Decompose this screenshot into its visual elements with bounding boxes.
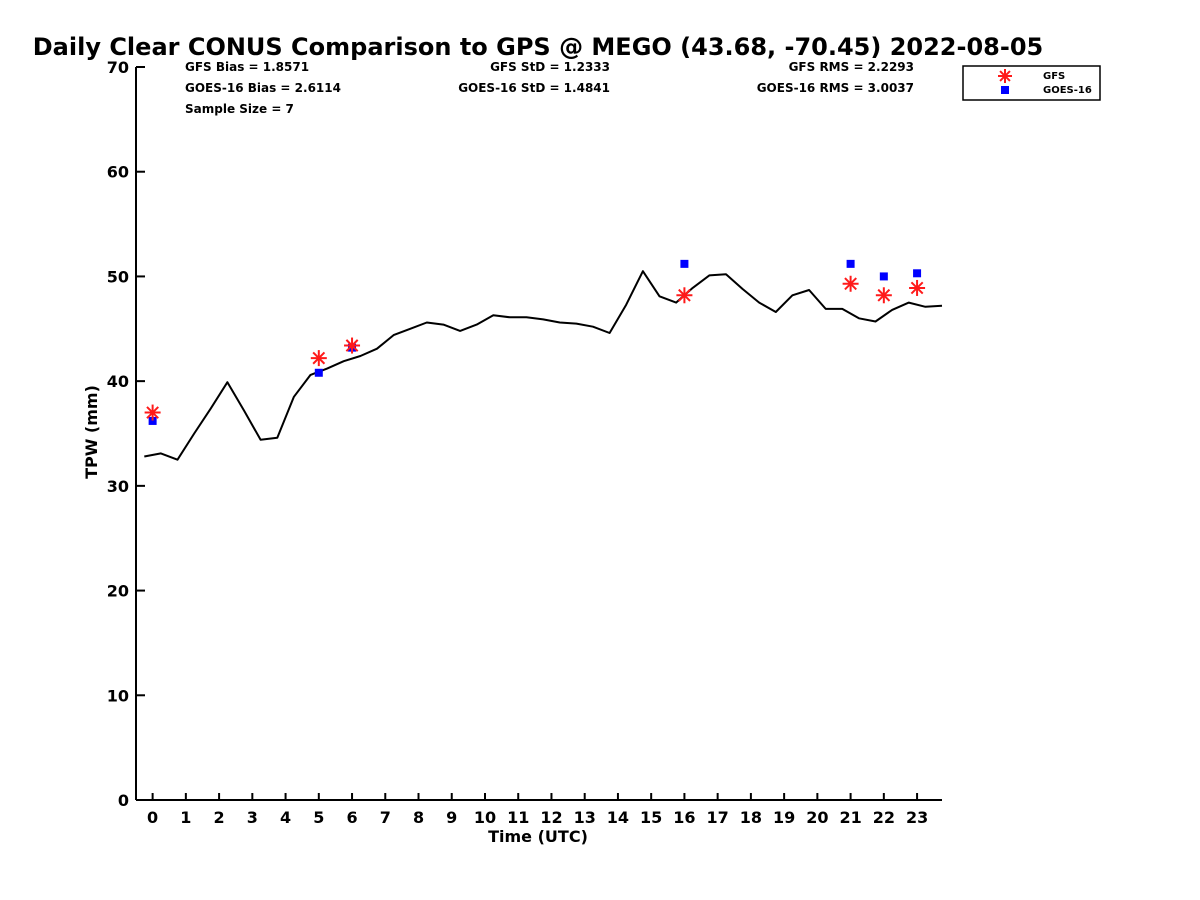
x-tick-label: 8 (413, 808, 424, 827)
gfs-std-text: GFS StD = 1.2333 (490, 60, 610, 74)
gfs-bias-text: GFS Bias = 1.8571 (185, 60, 309, 74)
y-tick-label: 30 (107, 477, 129, 496)
x-tick-label: 13 (574, 808, 596, 827)
x-axis-ticks: 0 1 2 3 4 5 6 7 8 9 10 11 12 13 14 15 16 17 18 19 20 21 22 23 (147, 793, 928, 827)
goes-bias-text: GOES-16 Bias = 2.6114 (185, 81, 341, 95)
x-tick-label: 4 (280, 808, 291, 827)
x-tick-label: 10 (474, 808, 496, 827)
x-tick-label: 15 (640, 808, 662, 827)
x-tick-label: 6 (346, 808, 357, 827)
goes16-point (879, 272, 888, 281)
goes16-point (148, 416, 157, 425)
x-tick-label: 18 (740, 808, 762, 827)
y-tick-label: 70 (107, 58, 129, 77)
gfs-point (875, 287, 892, 304)
x-tick-label: 23 (906, 808, 928, 827)
goes16-point (913, 269, 922, 278)
sample-size-text: Sample Size = 7 (185, 102, 294, 116)
goes-rms-text: GOES-16 RMS = 3.0037 (757, 81, 914, 95)
x-tick-label: 14 (607, 808, 629, 827)
x-axis-label: Time (UTC) (488, 827, 588, 846)
gfs-rms-text: GFS RMS = 2.2293 (789, 60, 914, 74)
gfs-point (909, 279, 926, 296)
x-tick-label: 1 (180, 808, 191, 827)
x-tick-label: 11 (507, 808, 529, 827)
gfs-series (144, 275, 926, 421)
x-tick-label: 5 (313, 808, 324, 827)
y-axis-ticks: 0 10 20 30 40 50 60 70 (107, 58, 145, 810)
gfs-point (144, 404, 161, 421)
legend: GFS GOES-16 (962, 65, 1101, 101)
legend-box (962, 65, 1101, 101)
legend-goes16-marker (1001, 86, 1009, 94)
x-tick-label: 22 (873, 808, 895, 827)
stats-panel: GFS Bias = 1.8571 GOES-16 Bias = 2.6114 … (185, 60, 914, 116)
y-tick-label: 10 (107, 686, 129, 705)
gps-series (144, 270, 943, 461)
x-tick-label: 20 (806, 808, 828, 827)
x-tick-label: 19 (773, 808, 795, 827)
x-tick-label: 2 (214, 808, 225, 827)
x-tick-label: 17 (707, 808, 729, 827)
legend-gfs-asterisk (998, 69, 1012, 83)
plot-axes (135, 67, 942, 801)
y-tick-label: 50 (107, 267, 129, 286)
x-tick-label: 3 (247, 808, 258, 827)
goes16-point (846, 259, 855, 268)
x-tick-label: 0 (147, 808, 158, 827)
gfs-point (344, 337, 361, 354)
x-tick-label: 21 (839, 808, 861, 827)
goes16-point (314, 368, 323, 377)
x-tick-label: 9 (446, 808, 457, 827)
legend-goes16-label: GOES-16 (1043, 85, 1092, 96)
y-tick-label: 0 (118, 791, 129, 810)
goes16-point (680, 259, 689, 268)
goes-std-text: GOES-16 StD = 1.4841 (458, 81, 610, 95)
legend-gfs-marker (998, 69, 1012, 83)
y-tick-label: 40 (107, 372, 129, 391)
chart-title: Daily Clear CONUS Comparison to GPS @ ME… (33, 33, 1043, 61)
gfs-point (310, 350, 327, 367)
gps-line (144, 270, 943, 461)
y-axis-label: TPW (mm) (82, 385, 101, 479)
y-tick-label: 60 (107, 163, 129, 182)
x-tick-label: 16 (673, 808, 695, 827)
x-tick-label: 7 (380, 808, 391, 827)
legend-gfs-label: GFS (1043, 71, 1065, 82)
gfs-point (842, 275, 859, 292)
goes16-series (148, 259, 922, 425)
gfs-point (676, 287, 693, 304)
x-tick-label: 12 (540, 808, 562, 827)
y-tick-label: 20 (107, 582, 129, 601)
